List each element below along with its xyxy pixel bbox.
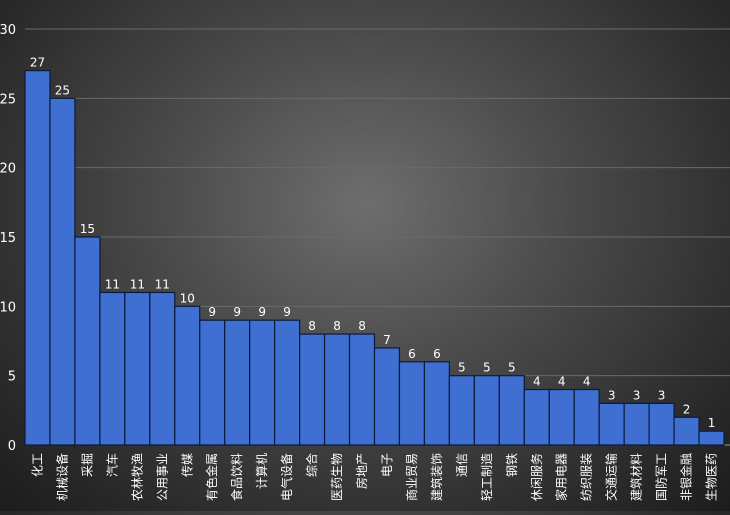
category-label: 采掘 xyxy=(79,453,94,477)
bar xyxy=(124,291,151,446)
bar xyxy=(24,69,51,446)
category-label: 纺织服装 xyxy=(580,453,594,501)
category-label: 非银金融 xyxy=(679,453,694,501)
category-label: 电子 xyxy=(380,453,394,477)
category-label: 电气设备 xyxy=(279,453,294,501)
category-label: 医药生物 xyxy=(330,453,344,501)
category-label: 商业贸易 xyxy=(404,453,419,501)
bar-value-label: 8 xyxy=(358,319,366,333)
category-label: 国防军工 xyxy=(654,453,669,501)
bar xyxy=(648,402,675,446)
category-label: 公用事业 xyxy=(155,453,169,501)
bar xyxy=(199,319,226,446)
bar-value-label: 4 xyxy=(583,375,591,389)
category-label: 生物医药 xyxy=(705,453,719,501)
bar-value-label: 11 xyxy=(105,277,120,291)
category-label: 通信 xyxy=(455,453,469,477)
bar xyxy=(99,291,126,446)
category-label: 建筑材料 xyxy=(629,453,644,501)
bar xyxy=(49,97,76,446)
bar xyxy=(548,388,575,446)
y-tick-label: 20 xyxy=(0,162,16,177)
bar xyxy=(673,416,700,446)
category-label: 建筑装饰 xyxy=(429,453,444,501)
bar-value-label: 25 xyxy=(55,83,70,97)
bar-value-label: 5 xyxy=(483,361,491,375)
category-label: 有色金属 xyxy=(204,453,219,501)
bar-value-label: 11 xyxy=(155,277,170,291)
bar-value-label: 3 xyxy=(633,388,641,402)
bar-value-label: 5 xyxy=(508,361,516,375)
bar xyxy=(423,361,450,446)
bar-value-label: 4 xyxy=(533,375,541,389)
bar xyxy=(623,402,650,446)
bar xyxy=(373,347,401,446)
category-labels: 化工 机械设备 采掘 汽车 农林牧渔 公用事业 传媒 有色金属 食品饮料 计算机 电气设备 综合 医药生… xyxy=(30,453,718,501)
category-label: 钢铁 xyxy=(505,453,519,477)
category-label: 机械设备 xyxy=(54,453,69,501)
bar xyxy=(523,388,550,446)
bar-value-label: 9 xyxy=(233,305,241,319)
bar xyxy=(398,361,426,446)
bar xyxy=(573,388,600,446)
bar-value-label: 1 xyxy=(708,416,716,430)
bar-value-label: 15 xyxy=(80,222,95,236)
value-labels: 27 25 15 11 11 11 10 9 9 9 9 8 8 8 7 6 6 5 5 5 4 4 4 3 3 3 2 1 xyxy=(30,56,715,431)
category-label: 轻工制造 xyxy=(480,453,494,501)
category-label: 休闲服务 xyxy=(529,453,544,501)
bar-value-label: 6 xyxy=(433,347,441,361)
bar-value-label: 8 xyxy=(333,319,341,333)
y-axis-ticks: 0 5 10 15 20 25 30 xyxy=(0,23,16,454)
category-label: 农林牧渔 xyxy=(130,453,144,501)
bar xyxy=(323,333,351,446)
y-tick-label: 0 xyxy=(8,439,16,454)
bar-value-label: 9 xyxy=(283,305,291,319)
bar xyxy=(498,375,525,446)
bar xyxy=(249,319,276,446)
bar xyxy=(473,375,500,446)
bar xyxy=(274,319,301,446)
bar-value-label: 5 xyxy=(458,361,466,375)
bar-value-label: 8 xyxy=(308,319,316,333)
bar-value-label: 3 xyxy=(608,388,616,402)
category-label: 食品饮料 xyxy=(229,453,244,501)
bar-value-label: 3 xyxy=(658,388,666,402)
bar-value-label: 27 xyxy=(30,56,45,70)
category-label: 交通运输 xyxy=(604,453,619,501)
category-label: 综合 xyxy=(304,453,319,477)
category-label: 计算机 xyxy=(254,453,269,489)
y-tick-label: 30 xyxy=(0,23,16,38)
bar-value-label: 9 xyxy=(258,305,266,319)
bar-value-label: 6 xyxy=(408,347,416,361)
bar xyxy=(149,291,176,446)
bar xyxy=(598,402,625,446)
bar xyxy=(698,430,725,446)
bar-value-label: 10 xyxy=(180,291,195,305)
bar-value-label: 9 xyxy=(208,305,216,319)
category-label: 传媒 xyxy=(179,453,194,477)
bar xyxy=(299,333,326,446)
category-label: 家用电器 xyxy=(554,453,569,501)
bar xyxy=(348,333,376,446)
category-label: 房地产 xyxy=(354,453,369,489)
y-tick-label: 10 xyxy=(0,300,16,315)
bar-value-label: 11 xyxy=(130,277,145,291)
y-tick-label: 15 xyxy=(0,231,16,246)
category-label: 化工 xyxy=(30,453,44,477)
bar xyxy=(448,375,475,446)
bar xyxy=(174,305,201,446)
category-label: 汽车 xyxy=(104,453,119,477)
bar-value-label: 2 xyxy=(683,402,691,416)
bars xyxy=(24,69,725,446)
bar-value-label: 7 xyxy=(383,333,391,347)
y-tick-label: 5 xyxy=(8,370,16,385)
y-tick-label: 25 xyxy=(0,92,16,107)
bar xyxy=(224,319,251,446)
bar xyxy=(74,236,101,446)
bar-value-label: 4 xyxy=(558,375,566,389)
